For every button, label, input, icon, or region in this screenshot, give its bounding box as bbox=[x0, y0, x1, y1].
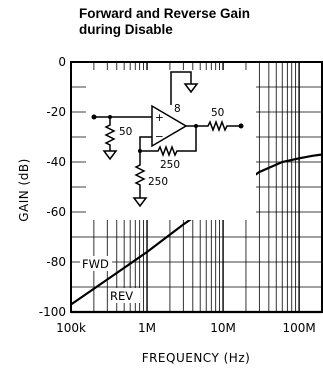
chart-title: Forward and Reverse Gain bbox=[79, 6, 251, 21]
fwd-series-label: FWD bbox=[82, 257, 109, 271]
output-node bbox=[238, 123, 244, 129]
rev-series-label: REV bbox=[110, 289, 133, 303]
input-resistor bbox=[104, 117, 116, 151]
ground-resistor bbox=[134, 151, 146, 198]
y-tick-label: -40 bbox=[46, 155, 66, 169]
y-tick-label: 0 bbox=[58, 55, 66, 69]
ground-symbol-bottom bbox=[132, 197, 148, 208]
opamp-minus: − bbox=[155, 131, 164, 143]
minus-input-wire bbox=[139, 136, 152, 151]
pin-8-label: 8 bbox=[174, 103, 181, 115]
opamp-plus: + bbox=[155, 112, 164, 124]
x-tick-label: 100M bbox=[282, 321, 315, 335]
x-tick-label: 1M bbox=[138, 321, 156, 335]
tick-labels: 0 -20 -40 -60 -80 -100 100k 1M 10M 100M bbox=[39, 55, 316, 335]
pin8-wire bbox=[170, 71, 192, 105]
y-tick-label: -80 bbox=[46, 255, 66, 269]
output-resistor-value: 50 bbox=[211, 107, 224, 119]
rev-label-bg bbox=[108, 288, 140, 303]
fwd-label-bg bbox=[80, 256, 112, 271]
ground-resistor-value: 250 bbox=[148, 176, 168, 188]
y-tick-label: -20 bbox=[46, 105, 66, 119]
y-tick-label: -100 bbox=[39, 305, 66, 319]
input-resistor-value: 50 bbox=[119, 126, 132, 138]
ground-symbol-top bbox=[183, 83, 199, 94]
y-tick-label: -60 bbox=[46, 205, 66, 219]
feedback-resistor-value: 250 bbox=[160, 159, 180, 171]
x-tick-label: 100k bbox=[56, 321, 86, 335]
chart-subtitle: during Disable bbox=[79, 22, 173, 37]
feedback-resistor bbox=[140, 126, 197, 158]
opamp-triangle bbox=[151, 104, 188, 148]
y-axis-label: GAIN (dB) bbox=[17, 158, 31, 222]
output-wire bbox=[186, 119, 241, 133]
x-tick-label: 10M bbox=[210, 321, 236, 335]
ground-symbol-input bbox=[102, 150, 118, 161]
circuit-schematic: 8 + − 50 50 250 250 bbox=[86, 70, 256, 220]
chart-title-block: Forward and Reverse Gain during Disable bbox=[79, 6, 319, 38]
x-axis-label: FREQUENCY (Hz) bbox=[142, 351, 251, 365]
